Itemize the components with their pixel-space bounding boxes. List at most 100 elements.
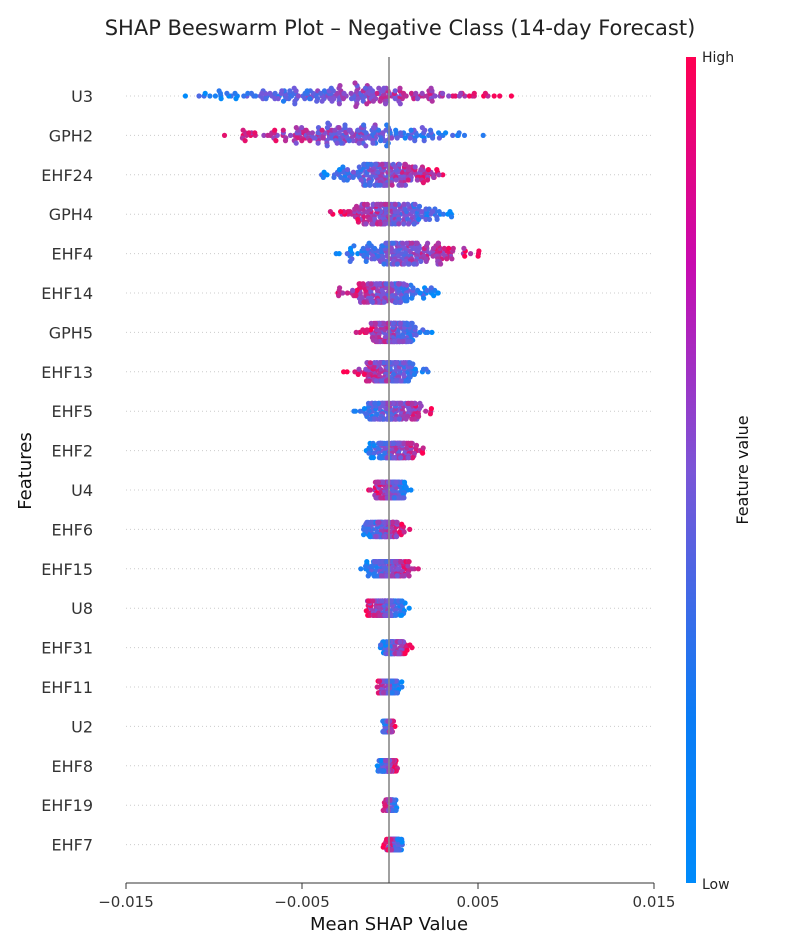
- shap-point: [358, 566, 364, 572]
- shap-point: [202, 90, 208, 96]
- shap-point: [397, 101, 403, 107]
- shap-point: [418, 258, 424, 264]
- shap-point: [491, 93, 497, 99]
- shap-point: [350, 169, 356, 175]
- feature-label: U3: [71, 87, 93, 106]
- shap-point: [354, 287, 360, 293]
- shap-point: [407, 135, 413, 141]
- feature-label: EHF31: [41, 639, 93, 658]
- shap-point: [427, 411, 433, 417]
- shap-point: [216, 88, 222, 94]
- shap-point: [428, 285, 434, 291]
- shap-point: [414, 240, 420, 246]
- shap-point: [340, 96, 346, 102]
- shap-point: [373, 495, 380, 501]
- shap-point: [371, 125, 377, 131]
- shap-point: [393, 416, 399, 422]
- shap-point: [351, 243, 357, 249]
- shap-point: [355, 216, 361, 222]
- shap-point: [364, 101, 370, 107]
- shap-point: [398, 455, 404, 461]
- shap-point: [401, 479, 408, 485]
- shap-point: [508, 93, 514, 99]
- shap-point: [261, 132, 267, 138]
- shap-point: [397, 299, 403, 305]
- shap-point: [409, 295, 415, 301]
- shap-point: [436, 130, 442, 136]
- shap-point: [429, 209, 436, 215]
- shap-point: [375, 559, 381, 565]
- shap-point: [438, 261, 444, 267]
- shap-point: [409, 455, 415, 461]
- shap-point: [303, 127, 309, 133]
- shap-point: [436, 209, 442, 215]
- shap-point: [338, 209, 344, 215]
- shap-point: [356, 164, 362, 170]
- shap-point: [397, 85, 403, 91]
- shap-point: [360, 281, 366, 287]
- shap-point: [390, 240, 396, 246]
- shap-point: [401, 529, 407, 535]
- shap-point: [389, 678, 395, 684]
- shap-point: [361, 532, 367, 538]
- shap-point: [417, 400, 423, 406]
- shap-point: [409, 416, 415, 422]
- feature-row-u8: [363, 598, 412, 618]
- shap-point: [417, 329, 423, 335]
- shap-point: [401, 360, 407, 366]
- shap-point: [408, 487, 414, 493]
- shap-point: [389, 135, 395, 141]
- shap-point: [398, 400, 404, 406]
- shap-point: [391, 440, 397, 446]
- shap-point: [263, 96, 269, 102]
- feature-row-ehf24: [319, 161, 446, 188]
- shap-point: [458, 90, 464, 96]
- shap-point: [374, 684, 380, 690]
- shap-point: [307, 96, 313, 102]
- shap-point: [440, 211, 447, 217]
- shap-point: [370, 598, 376, 604]
- shap-point: [372, 400, 378, 406]
- shap-point: [480, 132, 486, 138]
- shap-point: [338, 140, 344, 146]
- shap-point: [411, 450, 418, 456]
- shap-point: [420, 366, 427, 372]
- shap-point: [423, 408, 429, 414]
- shap-point: [372, 320, 378, 326]
- shap-point: [334, 90, 340, 96]
- shap-point: [410, 361, 416, 367]
- shap-point: [427, 127, 434, 133]
- shap-point: [400, 240, 406, 246]
- shap-point: [273, 138, 279, 144]
- shap-point: [373, 281, 379, 287]
- shap-point: [242, 138, 248, 144]
- shap-point: [421, 138, 427, 144]
- shap-point: [392, 612, 398, 618]
- shap-point: [327, 96, 333, 102]
- shap-point: [292, 101, 298, 107]
- shap-point: [393, 378, 399, 384]
- shap-point: [364, 201, 370, 207]
- shap-point: [403, 416, 409, 422]
- shap-point: [376, 678, 383, 684]
- shap-point: [366, 240, 372, 246]
- shap-point: [384, 559, 390, 565]
- shap-point: [425, 329, 431, 335]
- shap-point: [346, 127, 352, 133]
- shap-point: [434, 167, 440, 173]
- feature-row-ehf13: [341, 360, 431, 384]
- shap-point: [364, 559, 370, 565]
- shap-point: [382, 338, 388, 345]
- shap-point: [452, 93, 458, 99]
- shap-point: [389, 690, 395, 696]
- shap-point: [347, 258, 353, 264]
- shap-point: [319, 127, 325, 133]
- shap-point: [405, 221, 411, 227]
- shap-point: [393, 533, 399, 540]
- feature-label: EHF2: [51, 442, 93, 461]
- shap-point: [431, 174, 437, 180]
- shap-point: [355, 371, 361, 377]
- shap-point: [405, 177, 411, 183]
- shap-point: [435, 290, 441, 296]
- shap-point: [355, 251, 361, 257]
